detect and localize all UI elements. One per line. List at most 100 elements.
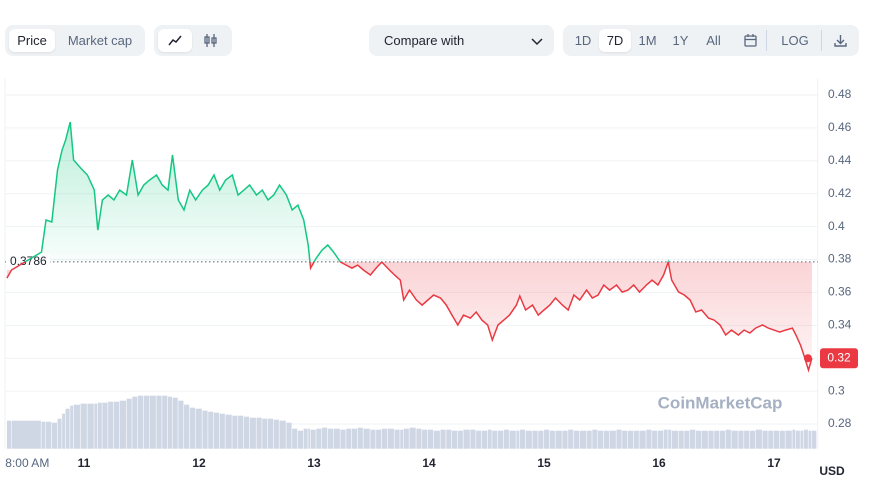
candle-icon [204,34,217,47]
volume-bar [708,430,714,449]
volume-bar [138,395,144,449]
volume-bar [156,395,162,449]
volume-bar [286,422,292,449]
volume-bar [785,430,792,449]
y-tick-label: 0.4 [828,219,845,233]
y-tick-label: 0.36 [828,285,852,299]
volume-bar [394,429,400,449]
candle-chart-button[interactable] [194,29,228,52]
volume-bar [519,429,525,449]
calendar-icon[interactable] [743,33,758,48]
volume-bar [219,413,225,449]
range-button[interactable]: 1Y [672,33,689,48]
volume-bar [108,401,114,449]
divider [766,30,767,51]
volume-bar [532,430,538,449]
volume-bar [184,404,190,449]
volume-bar [811,430,817,449]
divider [821,30,822,51]
volume-bar [6,420,11,449]
range-button[interactable]: 7D [599,29,631,52]
currency-label: USD [819,464,845,478]
y-tick-label: 0.46 [828,120,852,134]
volume-bar [562,430,568,449]
volume-bar [376,429,382,449]
volume-bar [370,429,376,449]
chevron [531,38,543,46]
volume-bar [363,428,370,449]
x-tick-label: 15 [537,456,551,470]
volume-bar [646,429,652,449]
volume-bar [603,430,609,449]
volume-bar [346,428,352,449]
range-button[interactable]: All [706,33,721,48]
volume-bar [544,429,550,449]
volume-bar [749,430,755,449]
volume-bar [516,430,520,449]
last-point [803,354,812,363]
volume-bar [322,427,328,449]
volume-bar [189,407,195,449]
line-chart-button[interactable] [158,29,192,52]
volume-bar [381,428,387,449]
download-icon[interactable] [833,33,848,48]
volume-bar [149,395,156,449]
volume-bar [273,419,279,449]
tab-market-cap[interactable]: Market cap [67,33,133,48]
volume-bar [555,430,562,449]
price-line-up [23,121,669,262]
volume-bar [327,428,333,449]
range-group: 1D 7D 1M 1Y All LOG [563,25,859,56]
x-tick-label: 17 [767,456,781,470]
volume-bar [800,430,804,449]
volume-bar [803,429,808,449]
y-tick-label: 0.34 [828,317,852,331]
y-tick-label: 0.48 [828,87,852,101]
volume-bar [568,429,574,449]
log-button[interactable]: LOG [781,33,809,48]
volume-bar [639,430,646,449]
volume-bar [457,430,463,449]
volume-bar [238,415,244,449]
volume-bar [126,398,132,449]
volume-bar [549,430,555,449]
x-tick-label: 11 [78,456,91,470]
volume-bar [357,427,363,449]
volume-bar [65,408,70,449]
volume-bar [714,430,720,449]
volume-bar [774,430,780,449]
compare-dropdown[interactable]: Compare with [369,25,554,56]
volume-bar [476,430,482,449]
x-tick-label: 13 [307,456,321,470]
volume-bar [132,396,138,449]
volume-bar [416,428,422,449]
volume-bar [719,430,726,449]
tab-price[interactable]: Price [9,29,55,52]
x-tick-label: 12 [192,456,206,470]
x-tick-label: 14 [422,456,436,470]
volume-bar [671,430,678,449]
volume-bar [622,430,628,449]
volume-bar [509,430,516,449]
volume-bar [11,420,41,449]
volume-bar [262,418,268,449]
volume-bar [94,403,98,449]
volume-bar [538,430,544,449]
volume-bar [213,412,220,449]
volume-bar [668,429,672,449]
volume-bar [400,429,404,449]
volume-bar [162,395,168,449]
line-icon [168,35,182,46]
volume-bar [492,430,498,449]
volume-bar [308,428,310,449]
volume-bar [232,415,238,449]
y-tick-label: 0.3 [828,383,845,397]
range-button[interactable]: 1M [638,33,657,48]
price-line-down [6,261,813,373]
volume-bar [695,430,701,449]
volume-bar [663,429,668,449]
tab-group: Price Market cap [5,25,145,56]
volume-bar [463,429,470,449]
volume-bar [249,417,256,449]
range-button[interactable]: 1D [574,33,592,48]
